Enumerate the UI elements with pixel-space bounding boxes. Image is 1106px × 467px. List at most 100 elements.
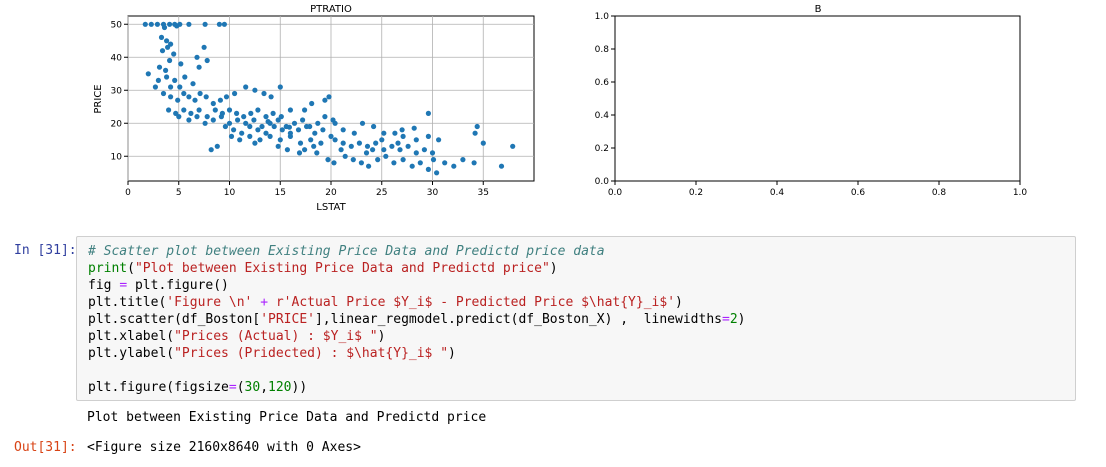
data-point bbox=[474, 123, 480, 130]
data-point bbox=[248, 110, 254, 116]
code-operator: = bbox=[721, 312, 730, 327]
code-string: "Prices (Actual) : $Y_i$ " bbox=[174, 329, 378, 344]
data-point bbox=[315, 120, 321, 126]
data-point bbox=[263, 130, 269, 136]
data-point bbox=[188, 110, 194, 116]
code-string: 'Figure \n' bbox=[166, 295, 253, 310]
data-point bbox=[267, 133, 273, 139]
data-point bbox=[370, 147, 376, 153]
data-point bbox=[255, 107, 261, 113]
data-point bbox=[226, 120, 233, 126]
data-point bbox=[400, 133, 406, 139]
code-editor[interactable]: # Scatter plot between Existing Price Da… bbox=[88, 244, 746, 395]
data-point bbox=[471, 160, 477, 166]
data-point bbox=[373, 140, 379, 146]
code-cell[interactable]: # Scatter plot between Existing Price Da… bbox=[76, 236, 1076, 401]
data-point bbox=[326, 94, 332, 100]
data-point bbox=[158, 34, 165, 41]
x-axis-label: LSTAT bbox=[316, 202, 346, 213]
data-point bbox=[196, 64, 202, 70]
x-tick-label: 20 bbox=[325, 188, 337, 198]
data-point bbox=[296, 150, 303, 156]
data-point bbox=[202, 120, 208, 126]
data-point bbox=[379, 137, 385, 143]
data-point bbox=[375, 157, 381, 163]
data-point bbox=[332, 120, 338, 126]
data-point bbox=[460, 157, 466, 163]
code-token: , bbox=[260, 380, 269, 395]
data-point bbox=[259, 123, 265, 130]
y-tick-label: 0.0 bbox=[595, 177, 610, 187]
data-point bbox=[405, 143, 411, 149]
data-point bbox=[214, 143, 220, 149]
data-point bbox=[311, 143, 317, 149]
data-point bbox=[196, 107, 202, 113]
code-operator: + bbox=[252, 295, 276, 310]
code-token: ) bbox=[675, 295, 683, 310]
data-point bbox=[204, 57, 210, 64]
data-point bbox=[302, 107, 308, 113]
data-point bbox=[498, 163, 505, 169]
data-point bbox=[159, 48, 166, 54]
data-point bbox=[252, 140, 258, 146]
code-token: ) bbox=[737, 312, 746, 327]
data-point bbox=[350, 157, 356, 163]
data-point bbox=[314, 150, 320, 156]
data-point bbox=[161, 24, 168, 31]
data-point bbox=[409, 163, 415, 169]
data-point bbox=[208, 147, 214, 153]
data-point bbox=[392, 130, 398, 136]
x-tick-label: 0.8 bbox=[932, 188, 947, 198]
data-point bbox=[271, 123, 277, 130]
code-token: ) bbox=[377, 329, 386, 344]
data-point bbox=[265, 119, 271, 125]
data-point bbox=[177, 84, 183, 90]
data-point bbox=[320, 127, 326, 133]
data-point bbox=[168, 94, 174, 100]
data-point bbox=[363, 150, 370, 156]
data-point bbox=[275, 143, 281, 149]
data-point bbox=[322, 114, 328, 120]
data-point bbox=[312, 130, 318, 136]
data-point bbox=[148, 21, 154, 27]
data-point bbox=[221, 21, 227, 27]
data-point bbox=[192, 97, 198, 103]
data-point bbox=[340, 140, 346, 146]
plot-area bbox=[614, 15, 1021, 182]
data-point bbox=[237, 137, 243, 143]
chart-title: PTRATIO bbox=[310, 4, 352, 15]
data-point bbox=[167, 57, 173, 64]
data-point bbox=[172, 77, 178, 83]
data-point bbox=[255, 127, 261, 133]
data-point bbox=[429, 150, 436, 156]
x-tick-label: 0.4 bbox=[770, 188, 785, 198]
y-tick-label: 0.6 bbox=[595, 78, 610, 88]
data-point bbox=[304, 123, 310, 130]
data-point bbox=[168, 84, 174, 90]
code-token: plt.xlabel( bbox=[88, 329, 175, 344]
data-point bbox=[173, 110, 179, 116]
y-tick-label: 20 bbox=[111, 119, 123, 129]
code-token: plt.scatter(df_Boston[ bbox=[88, 312, 261, 327]
code-token: plt.figure() bbox=[127, 278, 229, 293]
data-point bbox=[322, 97, 328, 103]
data-point bbox=[397, 147, 403, 153]
x-tick-label: 0.0 bbox=[608, 188, 623, 198]
code-comment: # Scatter plot between Existing Price Da… bbox=[88, 244, 605, 259]
data-point bbox=[399, 127, 405, 133]
data-point bbox=[223, 94, 230, 100]
data-point bbox=[202, 21, 208, 27]
data-point bbox=[154, 21, 160, 27]
data-point bbox=[325, 157, 331, 163]
data-point bbox=[356, 140, 362, 146]
data-point bbox=[366, 163, 372, 169]
data-point bbox=[371, 123, 377, 130]
code-token: ) bbox=[448, 346, 456, 361]
data-point bbox=[268, 94, 274, 100]
output-prompt: Out[31]: bbox=[14, 440, 77, 455]
data-point bbox=[247, 133, 253, 139]
data-point bbox=[142, 21, 148, 27]
data-point bbox=[472, 130, 478, 136]
data-points bbox=[142, 21, 516, 176]
data-point bbox=[222, 123, 228, 130]
